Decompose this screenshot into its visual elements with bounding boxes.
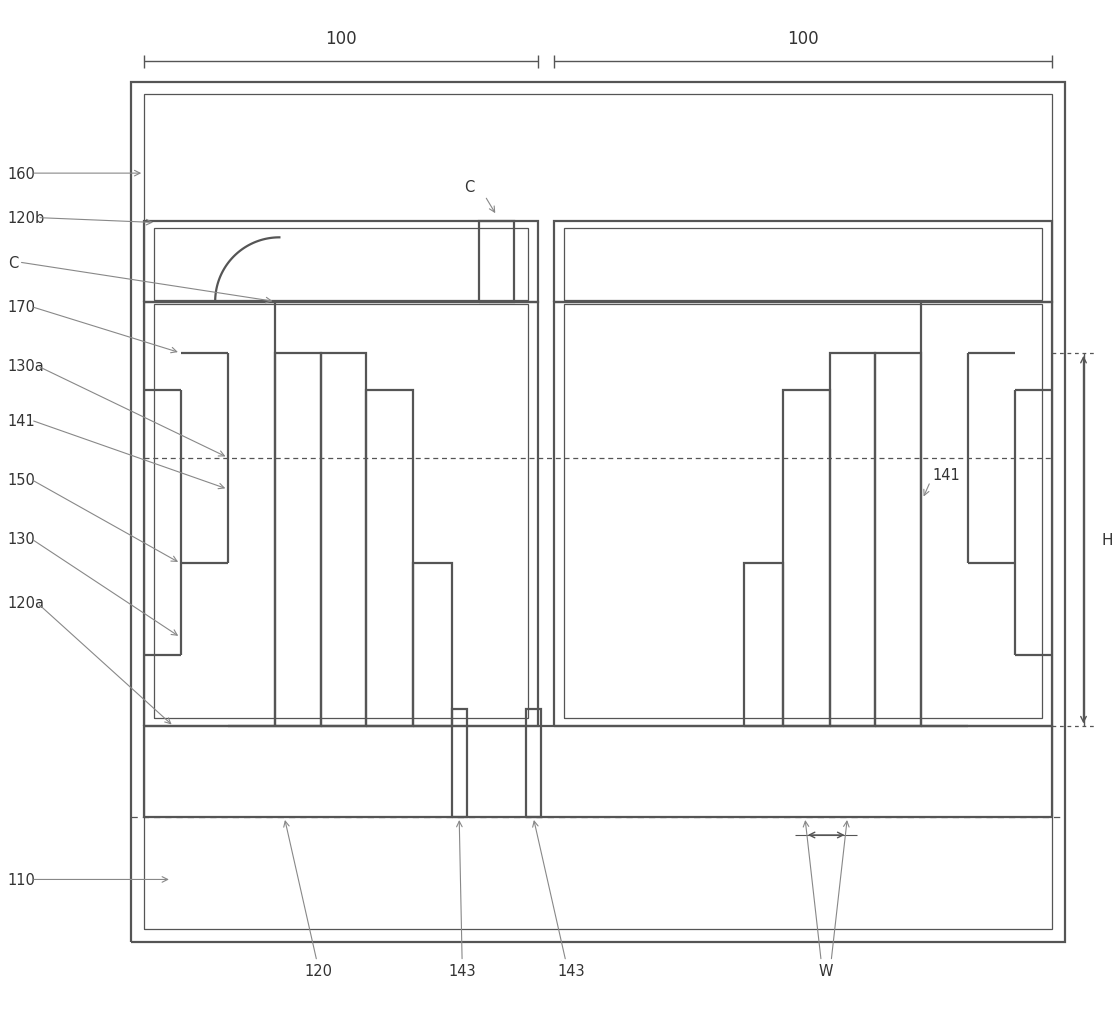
Text: 130: 130	[8, 532, 36, 546]
Text: 130a: 130a	[8, 359, 45, 374]
Text: 100: 100	[325, 30, 357, 48]
Text: W: W	[819, 963, 834, 978]
Text: 141: 141	[933, 468, 961, 482]
Text: 100: 100	[787, 30, 819, 48]
Text: 150: 150	[8, 473, 36, 487]
Text: 120a: 120a	[8, 596, 45, 610]
Text: 143: 143	[556, 963, 584, 978]
Text: 120b: 120b	[8, 211, 45, 226]
Text: 160: 160	[8, 166, 36, 181]
Text: 170: 170	[8, 300, 36, 315]
Text: 120: 120	[305, 963, 333, 978]
Text: C: C	[464, 179, 474, 195]
Text: 141: 141	[8, 413, 36, 428]
Text: H: H	[1101, 533, 1113, 547]
Text: 143: 143	[449, 963, 476, 978]
Text: 110: 110	[8, 872, 36, 888]
Text: C: C	[8, 256, 18, 270]
